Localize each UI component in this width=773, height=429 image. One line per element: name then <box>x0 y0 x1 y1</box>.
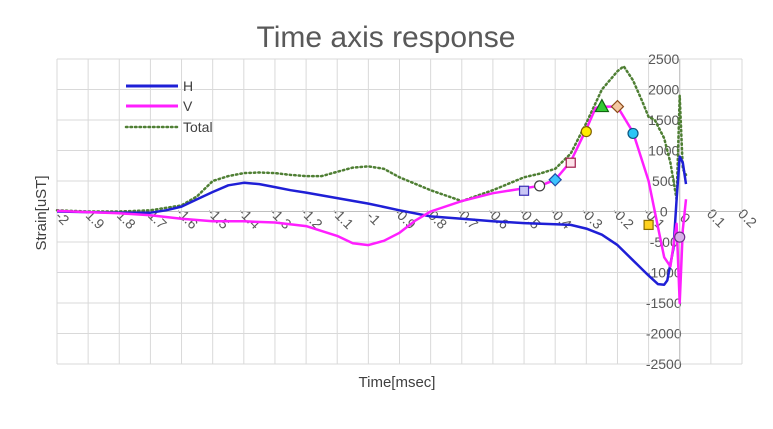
y-tick-label: 2000 <box>648 82 679 98</box>
x-tick-label: -1.3 <box>266 204 295 233</box>
marker-square <box>518 185 530 196</box>
x-tick-label: -0.4 <box>547 204 576 233</box>
x-tick-label: -1 <box>364 208 384 228</box>
series-lines <box>55 65 688 305</box>
y-tick-label: -500 <box>650 234 678 250</box>
x-tick-label: -1.4 <box>235 204 264 233</box>
marker-circle <box>627 127 639 140</box>
y-tick-label: 0 <box>660 204 668 220</box>
series-line-v <box>56 105 688 305</box>
marker-diamond <box>548 172 563 187</box>
y-tick-label: -1000 <box>646 265 682 281</box>
series-line-h <box>56 155 688 286</box>
chart-title: Time axis response <box>257 21 516 54</box>
y-axis-title: Strain[uST] <box>33 175 50 250</box>
data-markers <box>518 98 686 243</box>
y-axis: -2500-2000-1500-1000-5000500100015002000… <box>646 51 682 372</box>
x-tick-label: -0.6 <box>484 204 513 233</box>
x-tick-label: 0.2 <box>735 205 760 230</box>
y-tick-label: -2000 <box>646 326 682 342</box>
y-tick-label: 1000 <box>648 143 679 159</box>
x-tick-label: 0.1 <box>704 205 729 230</box>
marker-square <box>643 219 654 231</box>
series-line-total <box>55 65 688 213</box>
marker-circle <box>674 231 686 243</box>
x-tick-label: -1.8 <box>111 204 140 233</box>
legend-label-total: Total <box>183 119 213 135</box>
legend-label-v: V <box>183 98 193 114</box>
legend: H V Total <box>124 78 213 135</box>
x-tick-label: -1.1 <box>329 204 358 233</box>
y-tick-label: 500 <box>652 173 676 189</box>
x-tick-label: -1.5 <box>204 204 233 233</box>
y-tick-label: -1500 <box>646 295 682 311</box>
x-tick-label: -0.5 <box>515 204 544 233</box>
marker-diamond <box>610 99 625 114</box>
x-axis-title: Time[msec] <box>359 374 436 391</box>
marker-circle <box>580 125 592 138</box>
marker-square <box>565 157 576 168</box>
marker-circle <box>534 180 546 192</box>
x-tick-label: -0.2 <box>609 204 638 233</box>
y-tick-label: 2500 <box>648 51 679 67</box>
x-tick-label: -1.9 <box>79 204 108 233</box>
marker-triangle <box>594 98 610 113</box>
y-tick-label: -2500 <box>646 356 682 372</box>
legend-label-h: H <box>183 78 193 94</box>
